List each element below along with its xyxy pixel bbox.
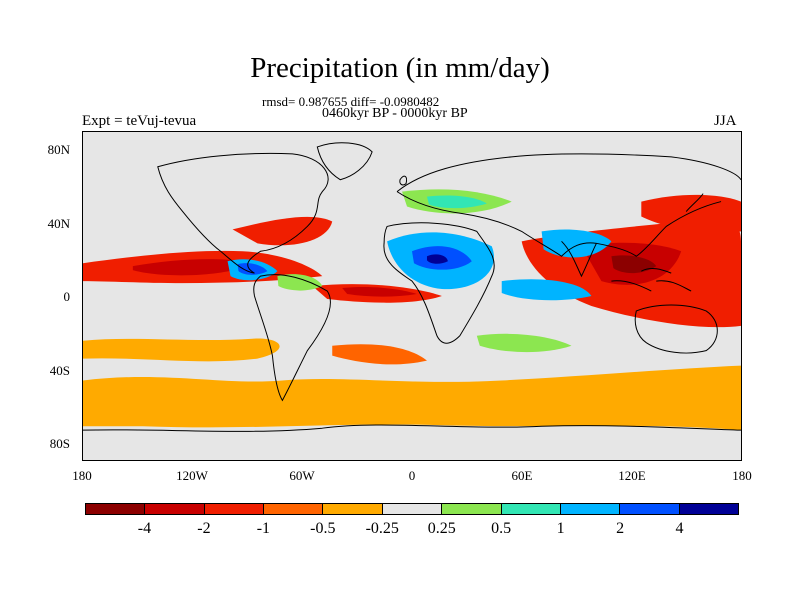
anomaly-region-south-pacific (83, 338, 280, 362)
anomaly-region-north-atlantic (232, 216, 333, 246)
coastline-british-isles (399, 175, 407, 186)
lon-tick-label: 60E (511, 468, 533, 483)
coastline-south-america (253, 274, 331, 402)
precipitation-map (82, 131, 742, 461)
colorbar-label: -1 (256, 520, 271, 537)
anomaly-region-north-africa-deep (426, 254, 448, 264)
colorbar-label: 2 (616, 520, 625, 537)
coastline-australia (634, 304, 718, 354)
colorbar-swatch (382, 504, 443, 514)
coastline-maritime-continent (611, 268, 692, 292)
anomaly-region-south-asia-wet (541, 229, 612, 258)
colorbar-swatch (323, 504, 383, 514)
coastline-north-america (157, 152, 329, 274)
anomaly-region-tropical-atlantic-green (277, 274, 323, 291)
lat-tick-label: 40S (49, 363, 70, 378)
anomaly-field (83, 189, 741, 431)
lat-tick-label: 80N (47, 142, 70, 157)
experiment-label: Expt = teVuj-tevua (82, 113, 197, 129)
anomaly-region-tropical-pacific-core (132, 259, 246, 276)
lon-tick-label: 60W (289, 468, 315, 483)
coastline-africa (383, 222, 495, 344)
anomaly-region-indo-pacific-deep (611, 255, 657, 274)
lon-tick-label: 120E (618, 468, 646, 483)
anomaly-region-southern-ocean (83, 365, 741, 431)
coastline-greenland (316, 142, 373, 181)
anomaly-region-indian-ocean-wet (501, 279, 592, 301)
lon-tick-label: 0 (408, 468, 416, 483)
colorbar-label: 0.5 (491, 520, 512, 537)
anomaly-region-central-america-core (237, 263, 268, 275)
colorbar-swatch (204, 504, 265, 514)
coastline-antarctica (83, 424, 741, 432)
coastline-eurasia (396, 153, 741, 257)
coastline-japan (685, 193, 704, 212)
lat-tick-label: 80S (49, 436, 70, 451)
colorbar-label: 0.25 (427, 520, 456, 537)
anomaly-region-east-china (641, 194, 741, 233)
colorbar (85, 503, 739, 515)
coastlines (83, 142, 741, 432)
anomaly-region-mediterranean-cyan (426, 195, 487, 209)
anomaly-region-south-atlantic (332, 344, 427, 365)
colorbar-label: 4 (675, 520, 684, 537)
anomaly-region-atlantic-core (342, 287, 417, 297)
colorbar-label: -2 (197, 520, 211, 537)
colorbar-swatch (679, 504, 738, 514)
season-label: JJA (714, 113, 737, 129)
colorbar-label: -0.25 (365, 520, 399, 537)
coastline-india (561, 240, 597, 278)
map-title: Precipitation (in mm/day) (250, 52, 550, 84)
lon-tick-label: 180 (72, 468, 92, 483)
colorbar-label: -4 (137, 520, 152, 537)
stats-line: rmsd= 0.987655 diff= -0.0980482 (262, 94, 440, 109)
colorbar-label: -0.5 (310, 520, 336, 537)
period-line: 0460kyr BP - 0000kyr BP (322, 106, 468, 121)
colorbar-swatch (560, 504, 621, 514)
lon-tick-label: 120W (176, 468, 208, 483)
colorbar-swatch (501, 504, 561, 514)
anomaly-region-southern-indian-green (476, 333, 572, 353)
lat-tick-label: 0 (63, 289, 71, 304)
colorbar-swatch (442, 504, 502, 514)
colorbar-swatch (145, 504, 205, 514)
colorbar-swatch (620, 504, 680, 514)
colorbar-swatch (264, 504, 324, 514)
lat-tick-label: 40N (47, 216, 70, 231)
lon-tick-label: 180 (732, 468, 752, 483)
colorbar-label: 1 (556, 520, 565, 537)
colorbar-swatch (86, 504, 146, 514)
